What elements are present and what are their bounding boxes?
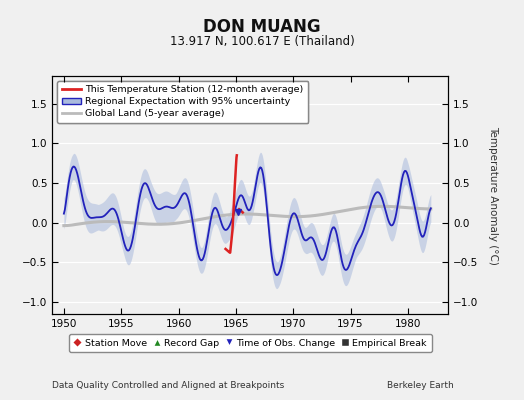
Text: DON MUANG: DON MUANG: [203, 18, 321, 36]
Text: Berkeley Earth: Berkeley Earth: [387, 381, 453, 390]
Legend: This Temperature Station (12-month average), Regional Expectation with 95% uncer: This Temperature Station (12-month avera…: [57, 81, 309, 123]
Text: 13.917 N, 100.617 E (Thailand): 13.917 N, 100.617 E (Thailand): [170, 35, 354, 48]
Text: Data Quality Controlled and Aligned at Breakpoints: Data Quality Controlled and Aligned at B…: [52, 381, 285, 390]
Legend: Station Move, Record Gap, Time of Obs. Change, Empirical Break: Station Move, Record Gap, Time of Obs. C…: [69, 334, 432, 352]
Y-axis label: Temperature Anomaly (°C): Temperature Anomaly (°C): [487, 126, 498, 264]
